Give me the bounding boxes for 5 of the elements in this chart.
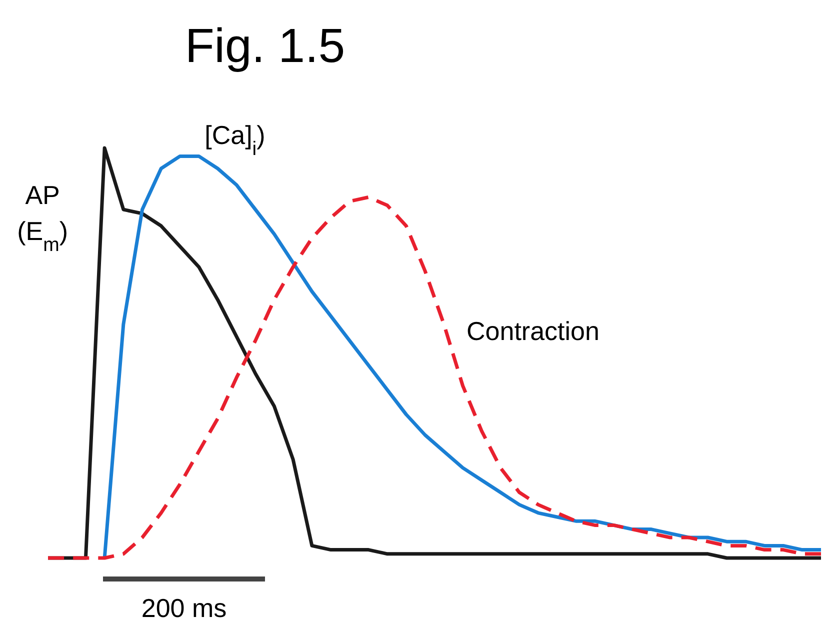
series-label: Contraction xyxy=(466,316,600,346)
series-label: [Ca]$_{i}$) xyxy=(204,120,266,160)
chart-title: Fig. 1.5 xyxy=(184,20,346,73)
text: 200 ms xyxy=(141,593,227,623)
series-label: AP (E$_{m}$) xyxy=(17,180,68,256)
